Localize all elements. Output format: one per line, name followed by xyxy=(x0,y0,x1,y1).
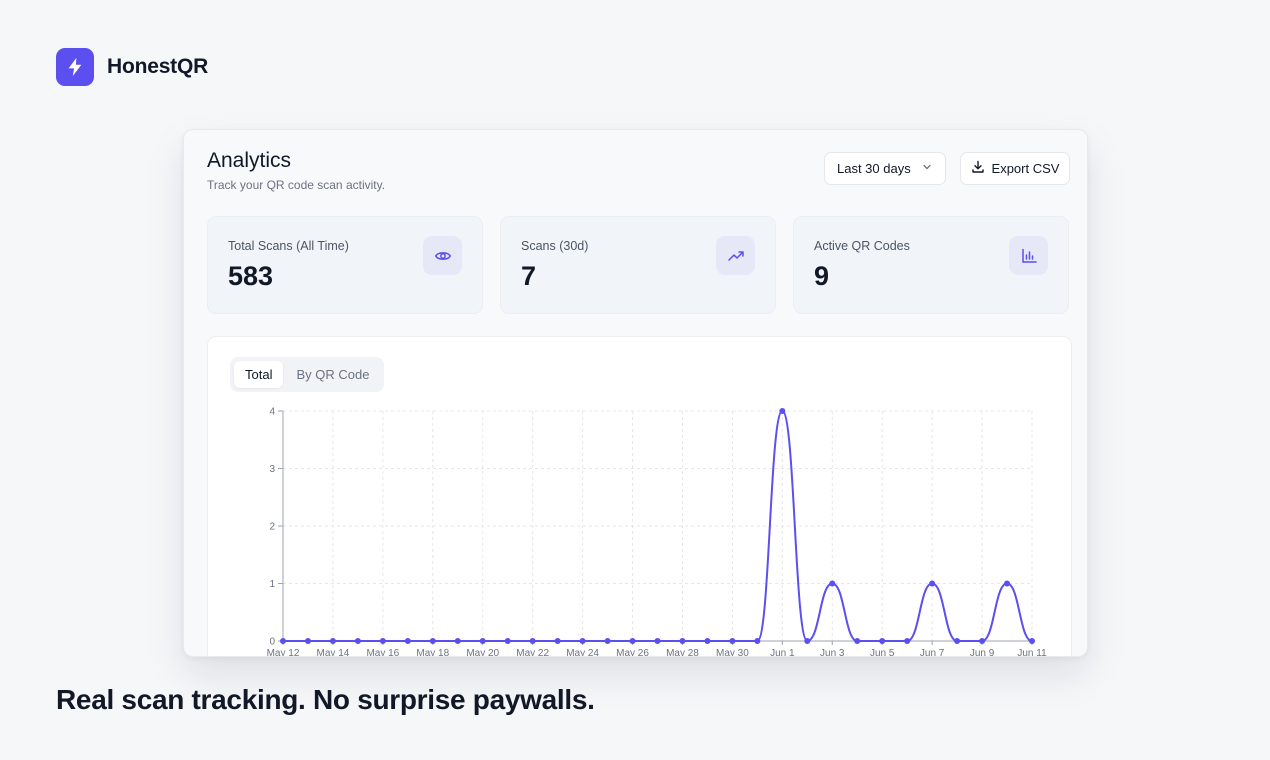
lightning-bolt-icon xyxy=(56,48,94,86)
x-tick-label: May 14 xyxy=(317,648,350,657)
data-point xyxy=(379,638,386,644)
page-title: Analytics xyxy=(207,149,292,172)
data-point xyxy=(704,638,711,644)
data-point xyxy=(1029,638,1035,644)
data-point xyxy=(729,638,736,644)
data-point xyxy=(854,638,861,644)
x-tick-label: Jun 11 xyxy=(1017,648,1047,657)
data-point xyxy=(454,638,461,644)
data-point xyxy=(354,638,361,644)
data-point xyxy=(829,580,836,587)
brand-name: HonestQR xyxy=(107,55,209,78)
scan-line-chart: 0 1 2 3 4 May 12 May 14 May 16 May 18 May 20 May 2… xyxy=(267,407,1047,657)
x-tick-label: Jun 7 xyxy=(920,648,945,657)
date-range-value: Last 30 days xyxy=(837,161,911,176)
data-point xyxy=(504,638,511,644)
y-tick-label: 1 xyxy=(269,579,275,590)
x-tick-label: May 28 xyxy=(666,648,699,657)
bar-chart-icon xyxy=(1009,236,1048,275)
tab-by-qr-code[interactable]: By QR Code xyxy=(296,367,370,382)
data-point xyxy=(429,638,436,644)
data-point xyxy=(954,638,961,644)
stat-card-active-qr-codes: Active QR Codes 9 xyxy=(793,216,1069,314)
x-tick-label: May 20 xyxy=(466,648,499,657)
data-point xyxy=(479,638,486,644)
data-point xyxy=(754,638,761,644)
y-tick-label: 2 xyxy=(269,522,275,533)
data-point xyxy=(554,638,561,644)
x-tick-label: May 26 xyxy=(616,648,649,657)
x-tick-label: May 24 xyxy=(566,648,599,657)
export-csv-label: Export CSV xyxy=(991,161,1060,176)
series-line xyxy=(282,409,1033,643)
stat-card-scans-30d: Scans (30d) 7 xyxy=(500,216,776,314)
data-point xyxy=(579,638,586,644)
y-tick-label: 0 xyxy=(269,637,275,648)
x-tick-label: Jun 5 xyxy=(870,648,895,657)
data-point xyxy=(1004,580,1011,587)
brand: HonestQR xyxy=(56,48,208,86)
chevron-down-icon xyxy=(921,161,933,176)
x-tick-label: Jun 9 xyxy=(970,648,995,657)
data-point xyxy=(304,638,311,644)
stat-value: 583 xyxy=(228,261,274,291)
stat-card-total-scans: Total Scans (All Time) 583 xyxy=(207,216,483,314)
y-tick-label: 4 xyxy=(269,407,275,418)
data-point xyxy=(879,638,886,644)
page-subtitle: Track your QR code scan activity. xyxy=(207,178,386,192)
export-csv-button[interactable]: Export CSV xyxy=(960,152,1070,185)
data-point xyxy=(779,408,786,414)
x-tick-label: May 30 xyxy=(716,648,749,657)
data-point xyxy=(329,638,336,644)
x-tick-label: Jun 1 xyxy=(770,648,795,657)
data-point xyxy=(804,638,811,644)
data-point xyxy=(979,638,986,644)
analytics-window: Analytics Track your QR code scan activi… xyxy=(183,129,1088,657)
stat-value: 7 xyxy=(521,261,537,291)
chart-panel: Total By QR Code 0 1 2 3 4 May 12 May 14 May 16… xyxy=(207,336,1072,657)
data-point xyxy=(404,638,411,644)
data-point xyxy=(280,638,286,644)
data-point xyxy=(529,638,536,644)
data-point xyxy=(679,638,686,644)
data-point xyxy=(904,638,911,644)
stat-label: Total Scans (All Time) xyxy=(228,239,349,253)
x-tick-label: May 16 xyxy=(366,648,399,657)
y-tick-label: 3 xyxy=(269,464,275,475)
date-range-select[interactable]: Last 30 days xyxy=(824,152,946,185)
x-tick-label: May 22 xyxy=(516,648,549,657)
trending-up-icon xyxy=(716,236,755,275)
data-point xyxy=(929,580,936,587)
data-point xyxy=(654,638,661,644)
chart-tabs: Total By QR Code xyxy=(230,357,385,392)
stat-label: Active QR Codes xyxy=(814,239,910,253)
data-point xyxy=(604,638,611,644)
download-icon xyxy=(971,160,985,177)
tab-total[interactable]: Total xyxy=(234,361,284,388)
data-point xyxy=(629,638,636,644)
x-tick-label: May 12 xyxy=(267,648,300,657)
eye-icon xyxy=(423,236,462,275)
tagline: Real scan tracking. No surprise paywalls… xyxy=(56,684,595,715)
x-tick-label: May 18 xyxy=(416,648,449,657)
stat-label: Scans (30d) xyxy=(521,239,589,253)
stat-value: 9 xyxy=(814,261,830,291)
x-tick-label: Jun 3 xyxy=(820,648,845,657)
